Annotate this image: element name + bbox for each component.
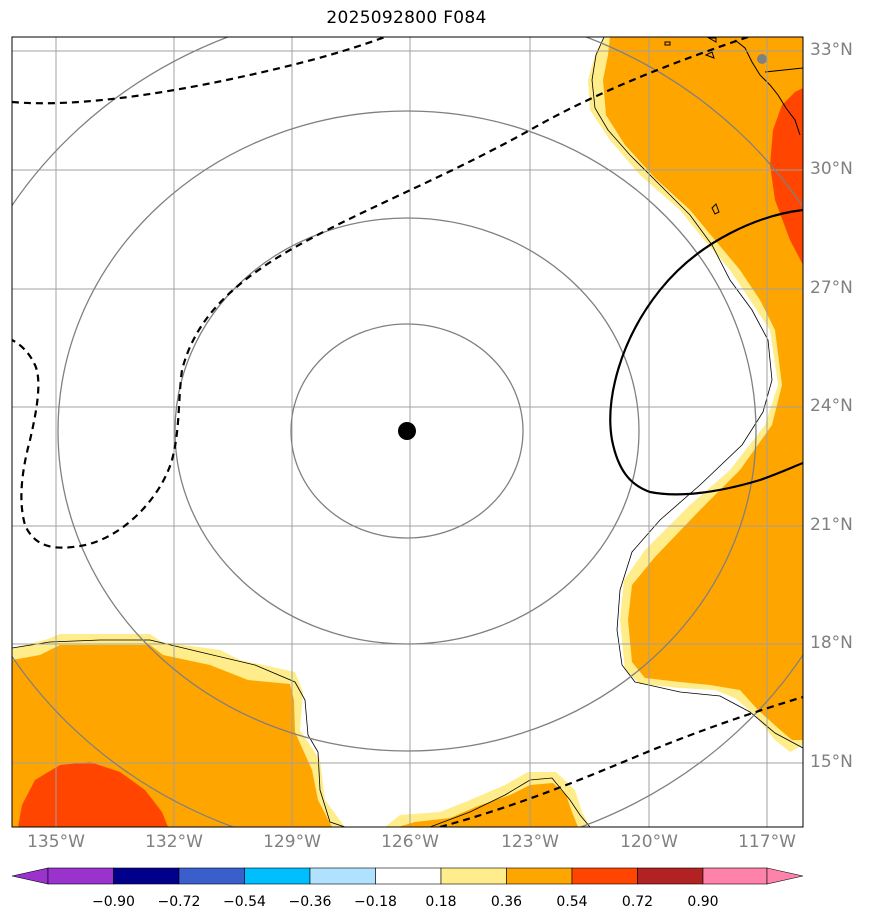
lon-label: 135°W — [27, 832, 85, 852]
colorbar-bin — [47, 867, 114, 885]
contour-solid-east — [609, 208, 803, 496]
map-title: 2025092800 F084 — [326, 8, 487, 28]
lat-label: 33°N — [810, 40, 853, 60]
colorbar-tick-label: 0.18 — [425, 894, 457, 910]
range-rings — [12, 37, 803, 827]
colorbar-bin — [113, 867, 180, 885]
colorbar-bin — [375, 867, 442, 885]
colorbar-tick-label: −0.72 — [157, 894, 201, 910]
map-frame — [11, 36, 804, 828]
colorbar-bin — [637, 867, 704, 885]
colorbar-bin — [506, 867, 573, 885]
colorbar-bin — [702, 867, 768, 885]
shade-mid-east — [603, 37, 803, 740]
coastline-southwest — [12, 639, 346, 827]
lon-label: 129°W — [263, 832, 321, 852]
lat-label: 27°N — [810, 278, 853, 298]
contour-dashed-diagonal — [12, 37, 749, 549]
range-ring-2 — [174, 217, 640, 645]
lon-label: 126°W — [381, 832, 439, 852]
coastline-east — [591, 37, 803, 749]
lat-label: 21°N — [810, 515, 853, 535]
contours — [12, 37, 803, 827]
shade-high-east — [770, 88, 803, 265]
coastline-south — [429, 777, 591, 827]
colorbar-bin — [244, 867, 311, 885]
colorbar-tick-label: 0.36 — [490, 894, 523, 910]
colorbar-tick-label: −0.54 — [223, 894, 266, 910]
range-ring-1 — [290, 323, 524, 539]
storm-center-marker — [398, 422, 416, 440]
colorbar-bin — [440, 867, 507, 885]
lat-label: 15°N — [810, 752, 853, 772]
city-marker — [757, 54, 767, 64]
colorbar — [11, 867, 804, 885]
lat-label: 24°N — [810, 396, 853, 416]
coastline-baja — [734, 39, 801, 136]
colorbar-bin — [178, 867, 245, 885]
border-line — [764, 67, 803, 73]
colorbar-tick-label: 0.54 — [556, 894, 588, 910]
colorbar-tick-label: 0.90 — [687, 894, 719, 910]
range-ring-3 — [57, 110, 757, 752]
colorbar-tick-label: −0.18 — [354, 894, 397, 910]
contour-dashed-south — [439, 695, 803, 827]
lat-label: 30°N — [810, 159, 853, 179]
colorbar-bin — [309, 867, 376, 885]
colorbar-tick-label: 0.72 — [621, 894, 654, 910]
lon-label: 117°W — [738, 832, 796, 852]
lon-label: 123°W — [501, 832, 559, 852]
island — [711, 203, 720, 215]
colorbar-extend-high — [766, 867, 804, 885]
island-small — [664, 37, 717, 59]
colorbar-extend-low — [11, 867, 49, 885]
lon-label: 132°W — [145, 832, 203, 852]
contour-dashed-north — [12, 37, 386, 105]
colorbar-tick-label: −0.90 — [92, 894, 135, 910]
lon-label: 120°W — [620, 832, 678, 852]
map-area — [12, 37, 803, 827]
colorbar-bin — [571, 867, 638, 885]
shade-mid-south — [398, 783, 578, 827]
lat-label: 18°N — [810, 633, 853, 653]
colorbar-tick-label: −0.36 — [288, 894, 332, 910]
